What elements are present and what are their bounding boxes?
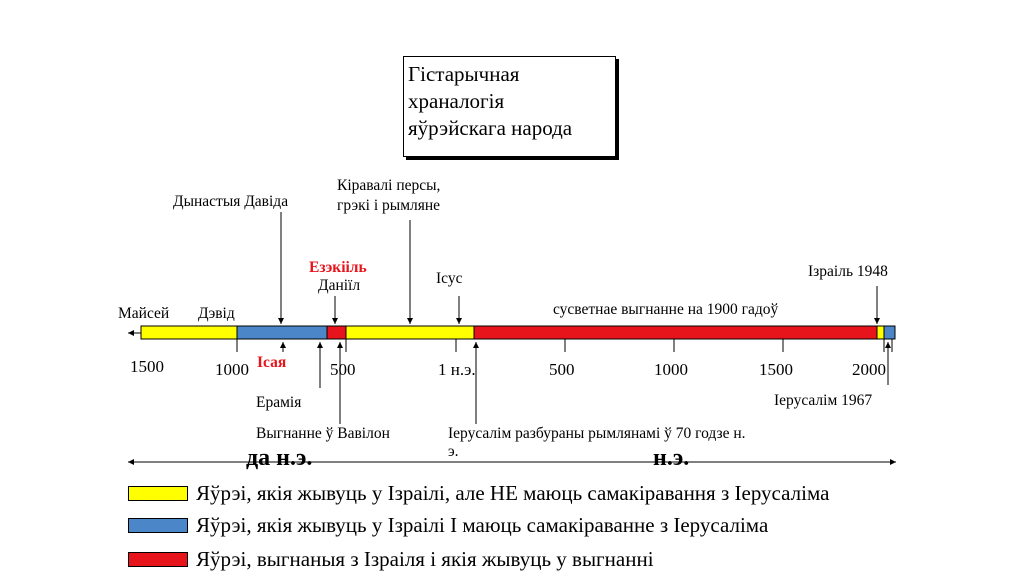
legend-item-yellow: Яўрэі, якія жывуць у Ізраілі, але НЕ маю… — [128, 479, 829, 507]
tick-label-2000ce: 2000 — [852, 360, 886, 379]
label-maisei: Майсей — [118, 305, 170, 322]
era-label-ce: н.э. — [653, 445, 690, 471]
legend-text-blue: Яўрэі, якія жывуць у Ізраілі І маюць сам… — [196, 512, 769, 537]
label-isaiah: Ісая — [257, 354, 287, 371]
label-ezekiel: Езэкііль — [309, 259, 367, 276]
tick-label-1500bce: 1500 — [130, 357, 164, 376]
tick-label-1ce: 1 н.э. — [438, 360, 476, 379]
tick-label-500ce: 500 — [549, 360, 575, 379]
label-persians-line2: грэкі і рымляне — [337, 197, 441, 214]
bar-segment-yellow-2 — [345, 325, 475, 340]
label-jerusalem-1967: Іерусалім 1967 — [774, 392, 873, 409]
legend-text-red: Яўрэі, выгнаныя з Ізраіля і якія жывуць … — [196, 546, 654, 571]
label-david: Дэвід — [198, 305, 235, 322]
tick-label-500bce: 500 — [330, 360, 356, 379]
label-jesus: Ісус — [436, 270, 463, 287]
title-line-3: яўрэйскага народа — [408, 116, 573, 140]
label-israel-1948: Ізраіль 1948 — [808, 263, 888, 280]
bar-segment-red-2 — [473, 325, 878, 340]
label-exile: Выгнанне ў Вавілон — [256, 425, 390, 442]
legend-item-red: Яўрэі, выгнаныя з Ізраіля і якія жывуць … — [128, 545, 654, 573]
legend-swatch-yellow — [128, 485, 188, 501]
label-daniel: Даніїл — [318, 277, 361, 294]
label-destroyed-line1: Іерусалім разбураны рымлянамі ў 70 годзе… — [448, 425, 746, 442]
label-destroyed-line2: э. — [448, 443, 459, 460]
title-box: Гістарычная храналогія яўрэйскага народа — [403, 56, 616, 157]
bar-segment-blue-1 — [236, 325, 328, 340]
title-line-2: храналогія — [408, 89, 505, 113]
tick-label-1000bce: 1000 — [215, 360, 249, 379]
title-line-1: Гістарычная — [408, 62, 520, 86]
era-label-bce: да н.э. — [246, 445, 313, 471]
bar-segment-yellow-1 — [140, 325, 238, 340]
legend-swatch-blue — [128, 517, 188, 533]
legend-swatch-red — [128, 551, 188, 567]
bar-segment-blue-2 — [883, 325, 896, 340]
legend-item-blue: Яўрэі, якія жывуць у Ізраілі І маюць сам… — [128, 511, 768, 539]
bar-segment-yellow-3 — [876, 325, 885, 340]
legend-text-yellow: Яўрэі, якія жывуць у Ізраілі, але НЕ маю… — [196, 480, 830, 505]
label-persians-line1: Кіравалі персы, — [337, 177, 441, 194]
tick-label-1000ce: 1000 — [654, 360, 688, 379]
label-diaspora: сусветнае выгнанне на 1900 гадоў — [553, 301, 779, 318]
bar-segment-red-1 — [326, 325, 347, 340]
label-jeremiah: Ерамія — [256, 394, 302, 411]
tick-label-1500ce: 1500 — [759, 360, 793, 379]
label-dynasty: Дынастыя Давіда — [173, 193, 289, 210]
